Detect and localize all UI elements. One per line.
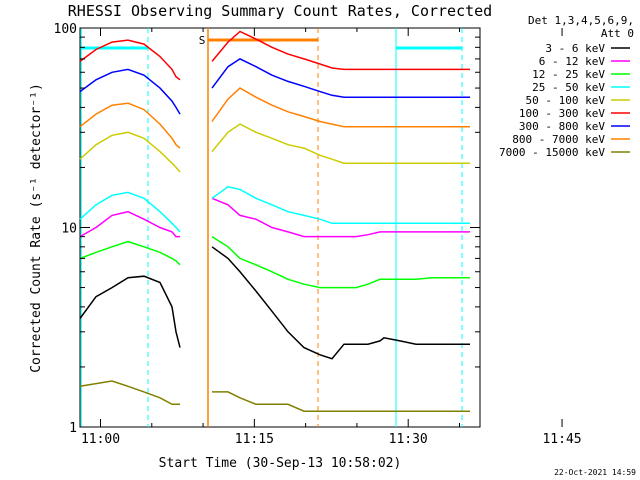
series-line-6-part-2 [211, 58, 470, 98]
legend-label: 3 - 6 keV [545, 42, 605, 55]
x-axis-label: Start Time (30-Sep-13 10:58:02) [159, 456, 402, 471]
legend-label: 300 - 800 keV [519, 120, 605, 133]
x-tick-label: 11:00 [81, 432, 120, 447]
series-group [79, 30, 470, 412]
series-line-5-part-2 [211, 30, 470, 71]
series-line-1-part-1 [79, 210, 180, 238]
legend-label: 7000 - 15000 keV [499, 146, 605, 159]
y-tick-label: 10 [61, 222, 77, 237]
plot-frame [79, 27, 481, 428]
chart-title: RHESSI Observing Summary Count Rates, Co… [68, 2, 492, 20]
legend-label: 12 - 25 keV [532, 68, 605, 81]
plot-area: S 11:0011:1511:3011:4512:0012:1512:30110… [54, 22, 582, 447]
legend-label: 800 - 7000 keV [512, 133, 605, 146]
series-line-2-part-1 [79, 240, 181, 266]
series-line-3-part-1 [79, 191, 181, 233]
series-line-5-part-1 [79, 39, 181, 81]
y-axis-label: Corrected Count Rate (s⁻¹ detector⁻¹) [29, 83, 44, 373]
series-line-0-part-2 [211, 246, 470, 360]
legend-label: 6 - 12 keV [539, 55, 606, 68]
y-tick-label: 1 [69, 421, 77, 436]
legend-label: 100 - 300 keV [519, 107, 605, 120]
legend-label: 50 - 100 keV [526, 94, 606, 107]
background-markers: S [80, 28, 463, 427]
x-tick-label: 11:15 [235, 432, 274, 447]
legend-header-line-2: Att 0 [601, 27, 634, 40]
legend-header-line-1: Det 1,3,4,5,6,9, [528, 14, 634, 27]
saa-s-label: S [199, 34, 206, 47]
series-line-2-part-2 [211, 235, 470, 289]
series-line-6-part-1 [79, 68, 181, 115]
series-line-7-part-2 [211, 87, 470, 128]
axis-ticks: 11:0011:1511:3011:4512:0012:1512:3011010… [54, 22, 582, 447]
y-tick-label: 100 [54, 22, 77, 37]
series-line-8-part-1 [79, 380, 180, 406]
series-line-0-part-1 [79, 275, 181, 348]
series-line-4-part-1 [79, 131, 181, 173]
x-tick-label: 11:45 [542, 432, 581, 447]
x-tick-label: 11:30 [389, 432, 428, 447]
series-line-1-part-2 [211, 197, 470, 238]
footer-timestamp: 22-Oct-2021 14:59 [554, 468, 636, 477]
series-line-4-part-2 [211, 123, 470, 164]
series-line-7-part-1 [79, 102, 181, 149]
legend-label: 25 - 50 keV [532, 81, 605, 94]
series-line-3-part-2 [211, 185, 470, 225]
series-line-8-part-2 [212, 391, 470, 412]
